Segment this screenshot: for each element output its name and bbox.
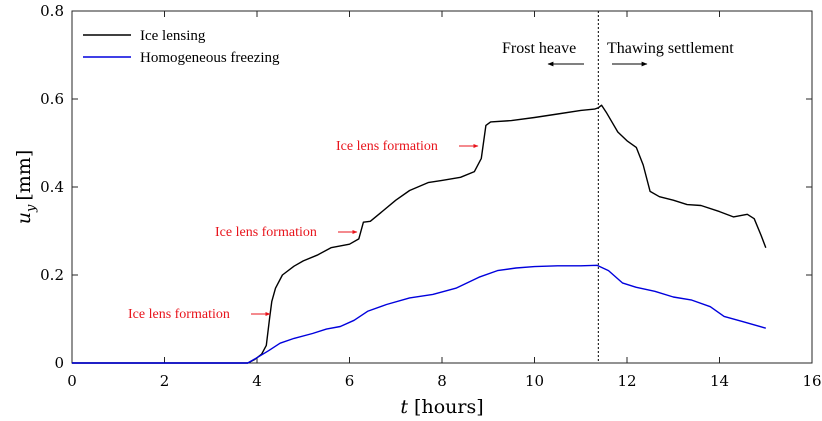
x-tick-label: 0 bbox=[67, 372, 77, 390]
y-tick-label: 0.6 bbox=[40, 90, 64, 108]
ice-lens-annotation-2: Ice lens formation bbox=[215, 225, 317, 240]
x-tick-label: 6 bbox=[345, 372, 355, 390]
y-axis-label: uy[mm] bbox=[13, 150, 39, 224]
x-tick-label: 10 bbox=[525, 372, 544, 390]
legend: Ice lensing Homogeneous freezing bbox=[83, 28, 280, 66]
legend-label-homogeneous-freezing: Homogeneous freezing bbox=[140, 50, 280, 66]
x-tick-label: 16 bbox=[802, 372, 821, 390]
series-ice-lensing-line bbox=[72, 104, 767, 364]
x-tick-label: 2 bbox=[160, 372, 170, 390]
y-tick-label: 0.8 bbox=[40, 2, 64, 20]
x-tick-label: 8 bbox=[437, 372, 447, 390]
ice-lens-annotation-3: Ice lens formation bbox=[336, 139, 438, 154]
y-tick-label: 0.2 bbox=[40, 266, 64, 284]
plot-area bbox=[71, 10, 813, 364]
x-tick-label: 14 bbox=[710, 372, 729, 390]
phase-label-frost-heave: Frost heave bbox=[502, 40, 576, 57]
legend-label-ice-lensing: Ice lensing bbox=[140, 28, 206, 44]
ice-lens-annotation-1: Ice lens formation bbox=[128, 307, 230, 322]
x-tick-label: 12 bbox=[617, 372, 636, 390]
axis-ticks: 0 2 4 6 8 10 12 14 16 0 0.2 0.4 0.6 0.8 bbox=[40, 2, 821, 390]
x-tick-label: 4 bbox=[252, 372, 262, 390]
phase-label-thawing-settlement: Thawing settlement bbox=[607, 40, 734, 57]
x-axis-label: t [hours] bbox=[400, 396, 483, 418]
y-tick-label: 0.4 bbox=[40, 178, 64, 196]
series-homogeneous-freezing-line bbox=[72, 264, 766, 364]
y-tick-label: 0 bbox=[54, 354, 64, 372]
